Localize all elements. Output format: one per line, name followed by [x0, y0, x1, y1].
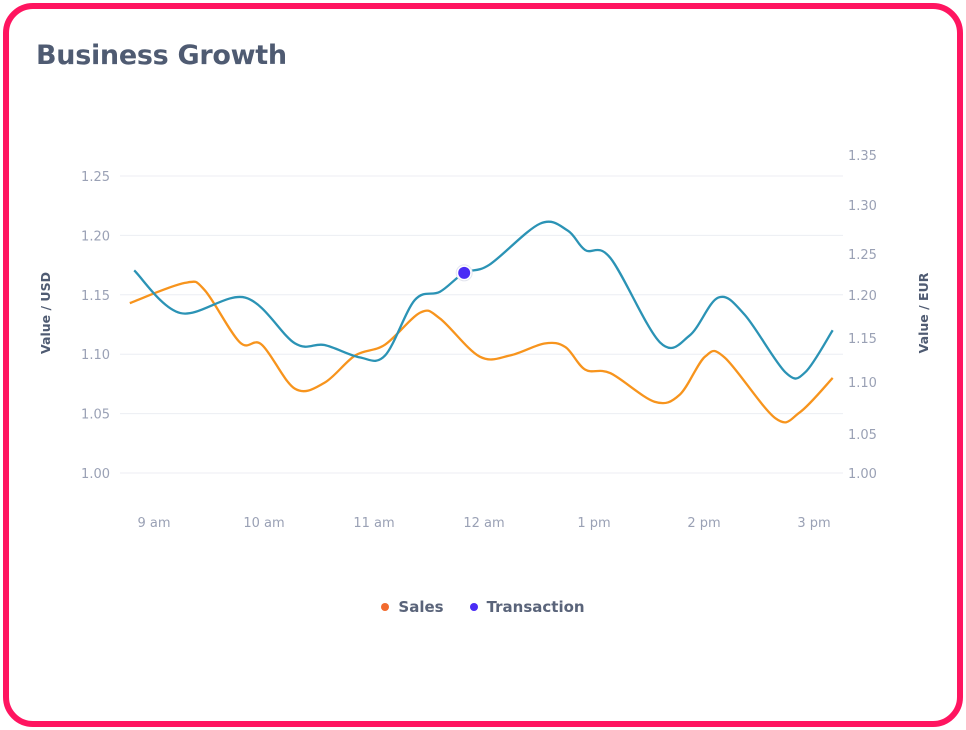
y-left-tick-label: 1.15	[81, 289, 110, 304]
x-tick-label: 1 pm	[577, 516, 610, 531]
x-tick-label: 9 am	[137, 516, 170, 531]
y-right-tick-label: 1.10	[848, 376, 877, 391]
x-tick-label: 3 pm	[797, 516, 830, 531]
y-right-tick-label: 1.35	[848, 149, 877, 164]
legend-item-transaction[interactable]: Transaction	[469, 598, 585, 616]
legend-label: Sales	[398, 598, 444, 616]
sales-line	[129, 280, 834, 424]
y-right-tick-label: 1.25	[848, 248, 877, 263]
transaction-dot-icon	[469, 603, 478, 611]
y-left-tick-label: 1.00	[81, 467, 110, 482]
y-right-tick-label: 1.05	[848, 428, 877, 443]
chart-card	[3, 3, 963, 727]
transaction-line	[133, 220, 834, 380]
y-left-tick-label: 1.20	[81, 229, 110, 244]
x-tick-label: 12 am	[463, 516, 504, 531]
x-tick-label: 2 pm	[687, 516, 720, 531]
x-tick-label: 11 am	[353, 516, 394, 531]
sales-dot-icon	[381, 603, 390, 611]
y-right-tick-label: 1.15	[848, 332, 877, 347]
y-axis-left-label: Value / USD	[38, 272, 53, 354]
y-axis-right-label: Value / EUR	[916, 272, 931, 353]
x-tick-label: 10 am	[243, 516, 284, 531]
y-right-tick-label: 1.20	[848, 289, 877, 304]
legend-label: Transaction	[486, 598, 585, 616]
y-left-tick-label: 1.25	[81, 170, 110, 185]
legend-item-sales[interactable]: Sales	[381, 598, 444, 616]
y-left-tick-label: 1.10	[81, 348, 110, 363]
legend: Sales Transaction	[0, 598, 966, 616]
y-right-tick-label: 1.00	[848, 467, 877, 482]
y-left-tick-label: 1.05	[81, 408, 110, 423]
y-right-tick-label: 1.30	[848, 199, 877, 214]
chart-title: Business Growth	[36, 40, 287, 71]
highlight-point	[458, 266, 471, 279]
